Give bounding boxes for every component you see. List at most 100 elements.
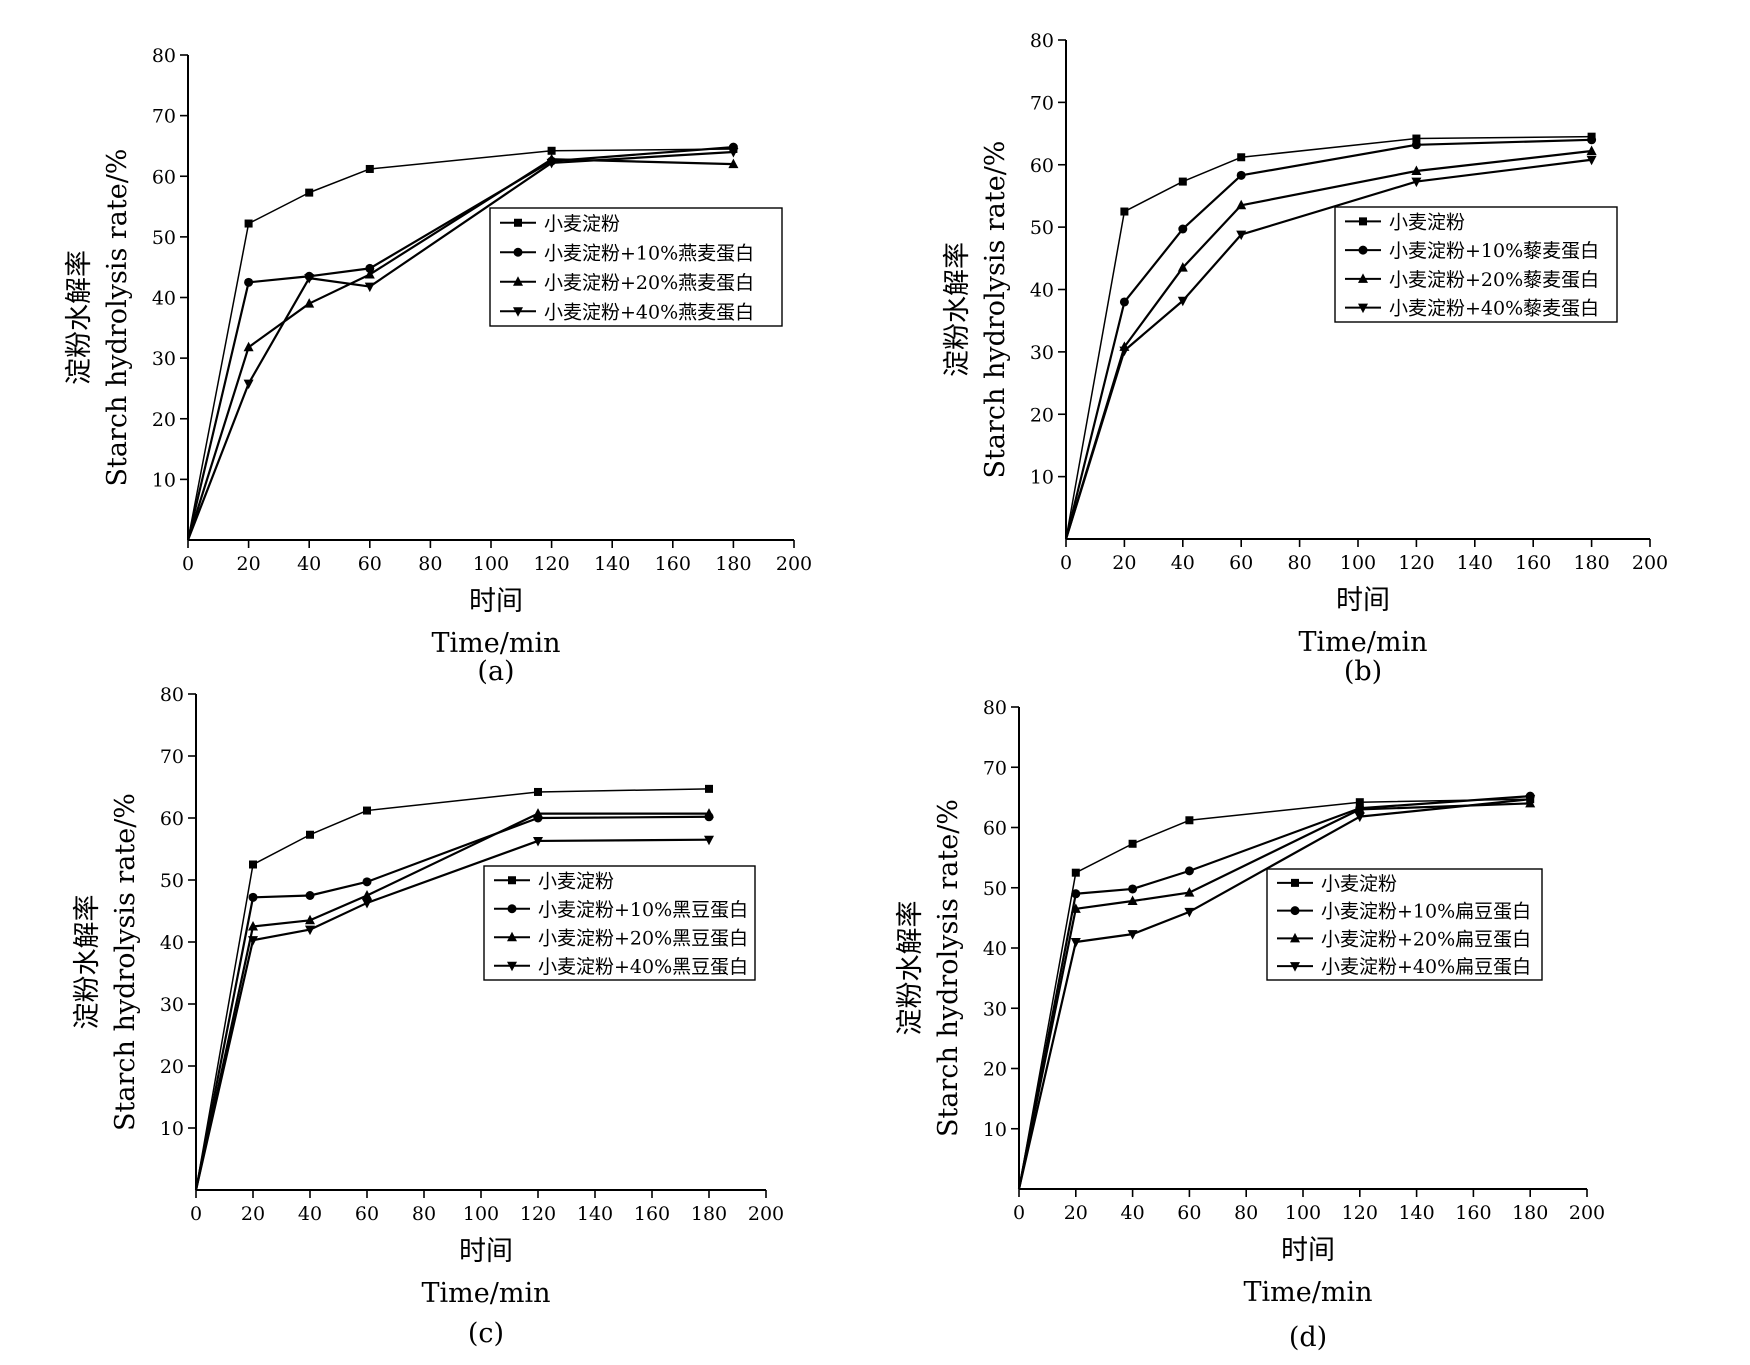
data-point-triangle-down [304, 274, 315, 284]
y-tick-label: 30 [160, 994, 184, 1016]
data-point-square [1355, 798, 1364, 807]
legend-entry-label: 小麦淀粉+40%藜麦蛋白 [1389, 298, 1599, 320]
data-point-triangle-up [1236, 199, 1247, 210]
legend-marker-triangle-down [513, 307, 523, 317]
data-point-triangle-down [1525, 795, 1536, 805]
series-line-4 [1064, 158, 1592, 540]
x-tick-label: 100 [1340, 552, 1376, 574]
y-axis-title-en: Starch hydrolysis rate/% [102, 149, 133, 487]
legend-marker-triangle-down [1290, 962, 1300, 972]
x-axis-title-en: Time/min [432, 628, 561, 659]
y-tick-label: 70 [1030, 92, 1054, 114]
data-point-triangle-down [1070, 937, 1081, 948]
data-point-square [1128, 839, 1137, 848]
y-tick-label: 20 [1030, 404, 1054, 426]
legend-entry-label: 小麦淀粉+40%扁豆蛋白 [1321, 956, 1531, 978]
data-point-triangle-up [362, 890, 372, 900]
data-point-triangle-up [1127, 895, 1138, 906]
data-point-circle [1128, 884, 1138, 894]
y-axis-title: 淀粉水解率 Starch hydrolysis rate/% [64, 149, 133, 487]
legend-marker-square [508, 876, 516, 885]
y-axis-title-cn: 淀粉水解率 [895, 901, 926, 1036]
x-tick-label: 200 [1569, 1202, 1605, 1224]
data-point-square [365, 164, 374, 173]
legend-entry-label: 小麦淀粉+20%藜麦蛋白 [1389, 269, 1599, 291]
x-tick-label: 20 [1112, 552, 1136, 574]
y-axis-title-cn: 淀粉水解率 [72, 895, 103, 1030]
legend-marker-square [514, 218, 522, 227]
chart-panel-a: 0 20 40 60 80 100 120 140 160 180 200 10 20 30 40 50 60 7… [64, 45, 812, 687]
y-tick-label: 10 [160, 1118, 184, 1140]
y-tick-label: 80 [1030, 30, 1054, 52]
y-tick-label: 50 [160, 870, 184, 892]
x-tick-label: 120 [520, 1203, 556, 1225]
y-axis-title-en: Starch hydrolysis rate/% [933, 799, 964, 1137]
legend-box [1334, 206, 1618, 323]
legend-entry-label: 小麦淀粉+40%燕麦蛋白 [544, 301, 754, 323]
panel-label: (a) [477, 656, 514, 687]
y-axis-title-en: Starch hydrolysis rate/% [110, 793, 141, 1131]
x-tick-label: 120 [1398, 552, 1434, 574]
x-tick-label: 20 [1064, 1202, 1088, 1224]
y-tick-label: 80 [983, 697, 1007, 719]
data-point-triangle-up [304, 298, 315, 308]
y-tick-label: 60 [983, 818, 1007, 840]
legend-marker-triangle-up [1358, 273, 1368, 283]
data-point-triangle-up [1411, 165, 1422, 175]
data-point-triangle-up [728, 158, 739, 169]
legend-marker-triangle-down [1358, 303, 1368, 314]
data-point-triangle-down [364, 282, 375, 293]
data-point-square [1412, 134, 1421, 143]
data-point-square [1185, 816, 1194, 825]
panel-label: (b) [1344, 656, 1382, 687]
x-axis-title-en: Time/min [422, 1278, 551, 1309]
legend-marker-circle [1290, 906, 1300, 916]
data-point-circle [305, 891, 315, 900]
series-line-3 [1017, 802, 1531, 1190]
x-axis-title-en: Time/min [1244, 1277, 1373, 1308]
x-tick-label: 0 [182, 553, 194, 575]
data-point-triangle-down [1236, 230, 1247, 241]
x-tick-label: 180 [1573, 552, 1609, 574]
x-tick-label: 100 [463, 1203, 499, 1225]
y-tick-label: 70 [152, 106, 176, 128]
data-point-square [1071, 868, 1080, 877]
y-tick-label: 30 [983, 998, 1007, 1020]
data-point-circle [244, 277, 254, 287]
data-point-triangle-down [728, 148, 739, 158]
y-tick-label: 40 [160, 932, 184, 954]
y-axis-title-cn: 淀粉水解率 [64, 250, 95, 385]
data-point-square [306, 830, 314, 839]
data-point-circle [365, 263, 375, 273]
data-point-triangle-up [248, 921, 258, 931]
series-line-4 [186, 150, 734, 541]
legend-marker-triangle-up [513, 276, 523, 286]
x-tick-label: 60 [1177, 1202, 1201, 1224]
legend-marker-triangle-down [507, 961, 517, 972]
x-tick-label: 100 [1285, 1202, 1321, 1224]
x-tick-label: 80 [412, 1203, 436, 1225]
x-tick-label: 160 [1455, 1202, 1491, 1224]
y-tick-label: 20 [160, 1056, 184, 1078]
data-point-triangle-down [362, 898, 372, 909]
chart-panel-d: 0 20 40 60 80 100 120 140 160 180 200 10 20 30 40 50 60 7… [895, 697, 1605, 1353]
y-tick-label: 40 [1030, 280, 1054, 302]
chart-panel-c: 0 20 40 60 80 100 120 140 160 180 200 10 20 30 40 50 60 7… [72, 684, 784, 1349]
legend-marker-triangle-up [507, 931, 517, 942]
y-axis-title: 淀粉水解率 Starch hydrolysis rate/% [72, 793, 141, 1131]
data-point-square [1237, 153, 1246, 162]
x-tick-label: 60 [355, 1203, 379, 1225]
y-tick-label: 10 [152, 469, 176, 491]
x-tick-label: 160 [634, 1203, 670, 1225]
x-tick-label: 40 [1121, 1202, 1145, 1224]
data-point-triangle-up [1586, 145, 1597, 156]
series-line-3 [194, 812, 709, 1191]
data-point-square [363, 806, 371, 815]
data-point-circle [1587, 135, 1597, 145]
legend-marker-square [1291, 878, 1299, 887]
x-tick-label: 20 [241, 1203, 265, 1225]
data-point-triangle-up [1354, 803, 1365, 814]
